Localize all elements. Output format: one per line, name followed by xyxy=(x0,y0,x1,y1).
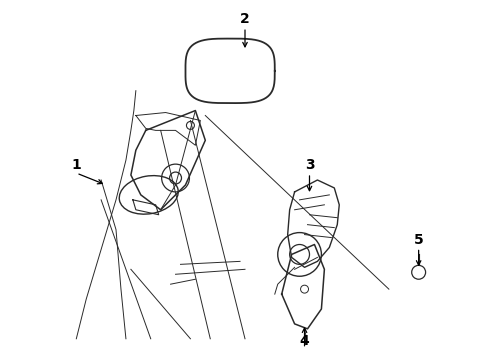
Text: 2: 2 xyxy=(240,12,250,26)
Text: 5: 5 xyxy=(414,233,423,247)
Text: 1: 1 xyxy=(72,158,81,172)
Text: 3: 3 xyxy=(305,158,314,172)
Text: 4: 4 xyxy=(300,334,309,348)
